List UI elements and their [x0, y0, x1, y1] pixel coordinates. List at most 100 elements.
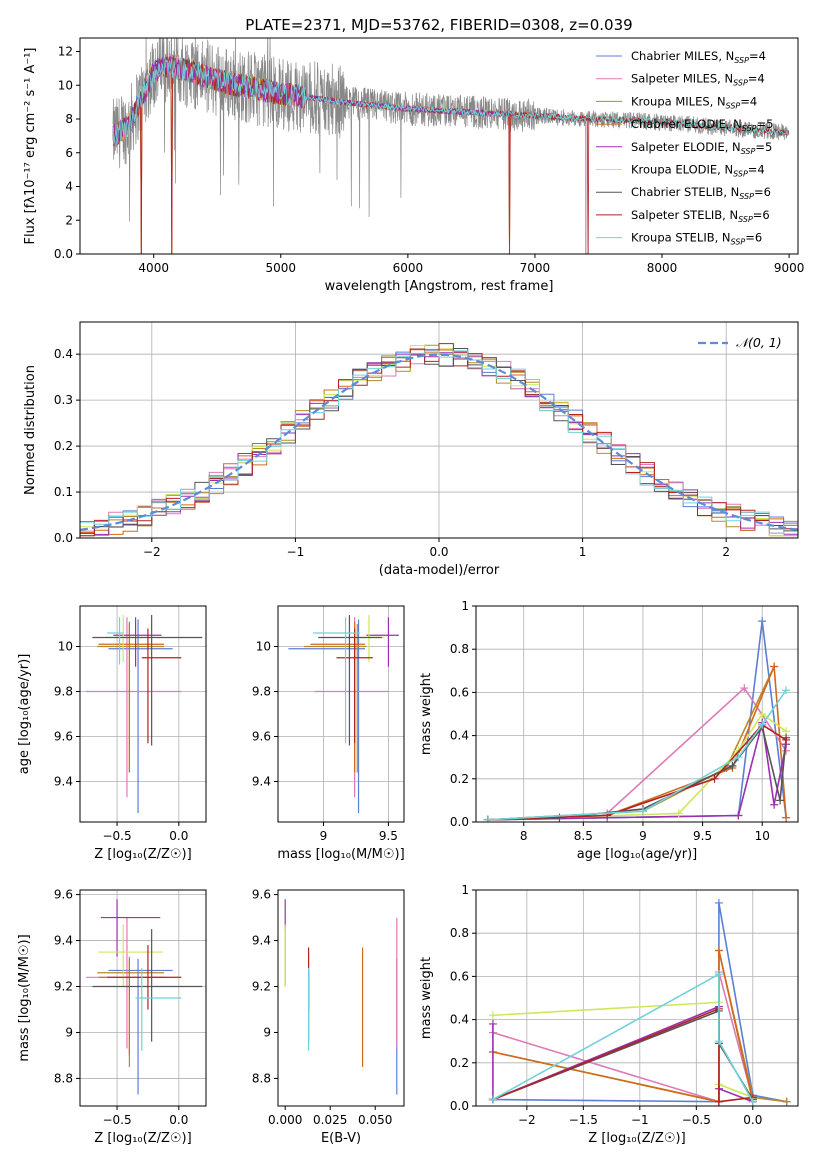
x-axis-label: Z [log₁₀(Z/Z☉)]	[588, 1131, 685, 1146]
x-tick-label: −0.5	[682, 1113, 711, 1127]
x-axis-label: E(B-V)	[321, 1131, 361, 1146]
weight-marker-chabrier_miles	[714, 898, 723, 907]
y-axis-label: Flux [fλ10⁻¹⁷ erg cm⁻² s⁻¹ A⁻¹]	[23, 48, 38, 245]
errorbar-chabrier_stelib	[318, 615, 382, 746]
legend-name: Chabrier STELIB, N	[631, 185, 739, 199]
weight-marker-kroupa_stelib	[748, 1097, 757, 1106]
x-axis-label: Z [log₁₀(Z/Z☉)]	[94, 847, 191, 862]
legend-nssp: =6	[754, 185, 771, 199]
panel-age_vs_mass: 9 9.5 9.4 9.6 9.8 10 mass [log₁₀(M/M☉)]	[252, 605, 405, 862]
errorbar-chabrier_elodie	[98, 958, 164, 1056]
weight-marker-kroupa_elodie	[674, 809, 683, 818]
errorbar-kroupa_stelib	[107, 617, 124, 665]
errorbar-salpeter_stelib	[107, 945, 182, 1010]
y-axis-label: mass weight	[419, 957, 434, 1039]
legend-nssp: =4	[749, 49, 766, 63]
x-tick-label: 1	[579, 545, 587, 559]
y-tick-label: 9	[263, 1025, 271, 1039]
weight-marker-kroupa_miles	[782, 1097, 791, 1106]
y-tick-label: 0.2	[450, 772, 469, 786]
axes-frame	[277, 889, 405, 1107]
x-axis-label: (data-model)/error	[379, 563, 500, 578]
y-tick-label: 0.8	[450, 926, 469, 940]
weight-marker-chabrier_elodie	[714, 946, 723, 955]
y-tick-label: 9.8	[54, 685, 73, 699]
legend-label-kroupa_stelib: Kroupa STELIB, NSSP=6	[631, 231, 762, 247]
weight-marker-kroupa_stelib	[638, 807, 647, 816]
errorbar-salpeter_miles	[86, 917, 182, 1049]
y-tick-label: 12	[58, 45, 73, 59]
x-axis-label: age [log₁₀(age/yr)]	[577, 847, 698, 862]
y-axis-label: mass weight	[419, 673, 434, 755]
y-tick-label: 1	[461, 883, 469, 897]
x-tick-label: 6000	[393, 261, 424, 275]
y-tick-label: 9.6	[252, 730, 271, 744]
legend-name: Kroupa MILES, N	[631, 94, 726, 108]
axes-frame	[475, 605, 799, 823]
y-tick-label: 0.4	[54, 347, 73, 361]
y-axis-label: age [log₁₀(age/yr)]	[17, 654, 32, 775]
y-tick-label: 9.2	[252, 980, 271, 994]
errorbar-salpeter_elodie	[101, 899, 161, 957]
panel-mass_vs_z: −0.5 0.0 8.8 9 9.2 9.4 9.6 Z [log₁₀(Z/Z☉)] mass …	[17, 888, 207, 1146]
errorbar-chabrier_elodie	[98, 621, 164, 773]
y-tick-label: 0.1	[54, 485, 73, 499]
weight-line-chabrier_elodie	[492, 950, 754, 1103]
weight-marker-kroupa_stelib	[714, 1037, 723, 1046]
legend-name: Salpeter ELODIE, N	[631, 140, 741, 154]
weight-marker-kroupa_stelib	[782, 686, 791, 695]
panel-weight_vs_age: 8 8.5 9 9.5 10 0.0 0.2 0.4 0.6 0.8 1 age [log₁₀(age…	[419, 599, 799, 862]
weight-line-salpeter_miles	[492, 971, 754, 1103]
errorbar-chabrier_stelib	[92, 929, 203, 1042]
y-tick-label: 2	[65, 213, 73, 227]
y-tick-label: 9.8	[252, 685, 271, 699]
weight-marker-salpeter_stelib	[714, 1097, 723, 1106]
weight-marker-salpeter_elodie	[770, 800, 779, 809]
x-axis-label: mass [log₁₀(M/M☉)]	[277, 847, 404, 862]
x-tick-label: 9.5	[693, 829, 712, 843]
observed-spectrum	[112, 38, 790, 222]
weight-marker-kroupa_stelib	[714, 970, 723, 979]
x-tick-label: 10	[755, 829, 770, 843]
errorbar-chabrier_miles	[288, 619, 366, 813]
y-tick-label: 8	[65, 112, 73, 126]
plot-area	[284, 899, 398, 1095]
errorbar-kroupa_elodie	[104, 615, 142, 663]
y-tick-label: 8.8	[252, 1071, 271, 1085]
legend-subscript: SSP	[738, 215, 753, 224]
y-tick-label: 0.4	[450, 1013, 469, 1027]
weight-marker-chabrier_stelib	[728, 761, 737, 770]
x-tick-label: 0.025	[313, 1113, 347, 1127]
errorbar-kroupa_stelib	[313, 617, 360, 744]
x-tick-label: 9	[320, 829, 328, 843]
axes-frame	[79, 605, 207, 823]
x-tick-label: −2	[143, 545, 161, 559]
y-tick-label: 9.6	[252, 888, 271, 902]
x-tick-label: 4000	[138, 261, 169, 275]
model-spectrum-kroupa_stelib	[112, 57, 789, 145]
y-tick-label: 9.6	[54, 888, 73, 902]
legend-label-kroupa_miles: Kroupa MILES, NSSP=4	[631, 94, 757, 110]
y-tick-label: 0.2	[450, 1056, 469, 1070]
plot-area	[86, 899, 203, 1095]
weight-line-kroupa_miles	[487, 666, 775, 821]
x-tick-label: −0.5	[102, 1113, 131, 1127]
legend-label-salpeter_stelib: Salpeter STELIB, NSSP=6	[631, 208, 770, 224]
weight-marker-kroupa_elodie	[758, 710, 767, 718]
legend-nssp: =6	[745, 231, 762, 245]
legend-subscript: SSP	[731, 238, 746, 247]
weight-marker-salpeter_miles	[740, 684, 749, 693]
legend-label-salpeter_elodie: Salpeter ELODIE, NSSP=5	[631, 140, 772, 156]
weight-marker-salpeter_stelib	[782, 735, 791, 744]
axes-frame	[475, 889, 799, 1107]
legend-subscript: SSP	[733, 170, 748, 179]
weight-marker-kroupa_stelib	[758, 720, 767, 729]
y-tick-label: 4	[65, 180, 73, 194]
y-tick-label: 10	[256, 640, 271, 654]
y-axis-label: mass [log₁₀(M/M☉)]	[17, 934, 32, 1061]
x-tick-label: 0.050	[358, 1113, 392, 1127]
errorbar-salpeter_miles	[86, 617, 182, 798]
legend-nssp: =5	[755, 140, 772, 154]
axes-frame	[79, 889, 207, 1107]
